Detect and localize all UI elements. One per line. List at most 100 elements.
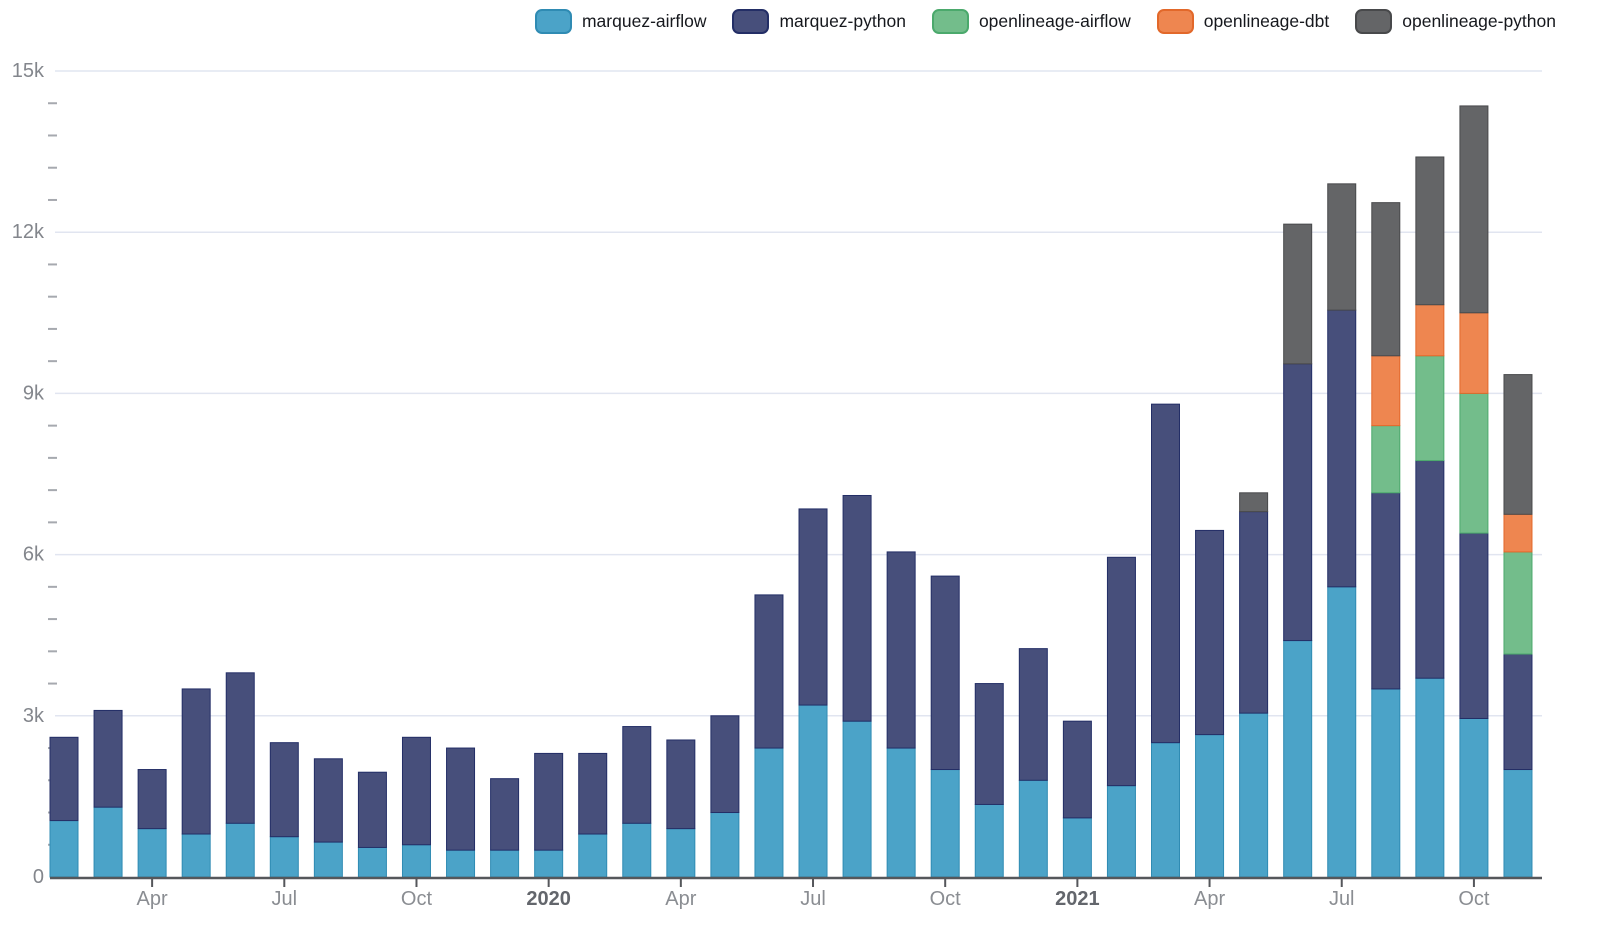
bar-segment-marquez-airflow[interactable] xyxy=(842,720,872,878)
bar-segment-marquez-airflow[interactable] xyxy=(1151,742,1180,878)
bar-segment-openlineage-dbt[interactable] xyxy=(1371,355,1401,427)
bar-segment-openlineage-python[interactable] xyxy=(1459,105,1489,314)
bar-segment-marquez-airflow[interactable] xyxy=(49,820,79,878)
legend-swatch-icon xyxy=(732,9,770,34)
bar-segment-marquez-python[interactable] xyxy=(622,726,652,824)
bar-segment-marquez-airflow[interactable] xyxy=(666,828,696,878)
bar-segment-marquez-airflow[interactable] xyxy=(1459,717,1489,878)
bar-segment-openlineage-airflow[interactable] xyxy=(1503,551,1533,655)
legend-label: openlineage-airflow xyxy=(978,11,1131,31)
bar-segment-openlineage-dbt[interactable] xyxy=(1459,312,1489,394)
legend-item-openlineage-python[interactable]: openlineage-python xyxy=(1355,9,1556,34)
bar-segment-marquez-airflow[interactable] xyxy=(754,747,784,878)
legend-item-marquez-airflow[interactable]: marquez-airflow xyxy=(534,9,706,34)
bar-segment-openlineage-python[interactable] xyxy=(1503,374,1533,515)
x-axis-label: Apr xyxy=(665,888,696,910)
bar-segment-marquez-airflow[interactable] xyxy=(1283,640,1313,878)
bar-segment-marquez-python[interactable] xyxy=(930,575,960,771)
bar-segment-marquez-python[interactable] xyxy=(181,688,211,835)
bar-segment-marquez-python[interactable] xyxy=(446,747,476,851)
bar-segment-marquez-python[interactable] xyxy=(313,758,343,843)
bar-segment-openlineage-python[interactable] xyxy=(1239,492,1269,513)
bar-segment-marquez-python[interactable] xyxy=(1459,532,1489,719)
legend-swatch-icon xyxy=(1355,9,1393,34)
bar-segment-marquez-airflow[interactable] xyxy=(930,769,960,878)
bar-segment-marquez-python[interactable] xyxy=(666,739,696,830)
bar-segment-marquez-python[interactable] xyxy=(1327,309,1357,588)
bar-segment-openlineage-python[interactable] xyxy=(1283,223,1313,365)
bar-segment-marquez-airflow[interactable] xyxy=(534,849,564,878)
bar-segment-marquez-python[interactable] xyxy=(1062,720,1092,819)
bar-segment-marquez-airflow[interactable] xyxy=(269,836,299,878)
bar-segment-marquez-python[interactable] xyxy=(1371,492,1401,690)
bar-segment-marquez-airflow[interactable] xyxy=(1106,785,1136,878)
bar-segment-marquez-python[interactable] xyxy=(534,752,564,851)
bar-segment-marquez-airflow[interactable] xyxy=(578,833,608,878)
bar-segment-marquez-python[interactable] xyxy=(1106,556,1136,787)
x-axis-label: Oct xyxy=(401,888,433,910)
bar-segment-marquez-airflow[interactable] xyxy=(357,846,387,878)
bar-segment-marquez-python[interactable] xyxy=(1018,648,1048,781)
bar-segment-marquez-python[interactable] xyxy=(1151,403,1180,744)
bar-segment-marquez-airflow[interactable] xyxy=(622,822,652,878)
x-axis-label: Oct xyxy=(1458,888,1490,910)
bar-segment-marquez-python[interactable] xyxy=(269,742,299,838)
bar-segment-marquez-airflow[interactable] xyxy=(1239,712,1269,878)
bar-segment-openlineage-python[interactable] xyxy=(1415,156,1445,306)
bar-segment-openlineage-airflow[interactable] xyxy=(1371,425,1401,494)
bar-segment-marquez-python[interactable] xyxy=(137,769,167,830)
bar-segment-marquez-airflow[interactable] xyxy=(225,822,255,878)
bar-segment-marquez-airflow[interactable] xyxy=(974,803,1004,878)
bar-segment-marquez-airflow[interactable] xyxy=(710,812,740,878)
bar-segment-marquez-python[interactable] xyxy=(49,736,79,822)
bar-segment-marquez-airflow[interactable] xyxy=(1415,677,1445,878)
bar-segment-marquez-airflow[interactable] xyxy=(313,841,343,878)
bar-segment-marquez-airflow[interactable] xyxy=(1371,688,1401,878)
legend-item-openlineage-dbt[interactable]: openlineage-dbt xyxy=(1156,9,1329,34)
bar-segment-openlineage-dbt[interactable] xyxy=(1503,513,1533,553)
bar-segment-marquez-python[interactable] xyxy=(710,715,740,814)
bar-segment-marquez-python[interactable] xyxy=(798,508,828,706)
bar-segment-marquez-python[interactable] xyxy=(1195,529,1225,736)
bar-segment-marquez-airflow[interactable] xyxy=(401,844,431,878)
bar-segment-openlineage-airflow[interactable] xyxy=(1459,392,1489,534)
bar-segment-openlineage-python[interactable] xyxy=(1371,202,1401,357)
bar-segment-marquez-airflow[interactable] xyxy=(798,704,828,878)
bar-segment-marquez-airflow[interactable] xyxy=(1018,779,1048,878)
legend-item-marquez-python[interactable]: marquez-python xyxy=(732,9,906,34)
bar-segment-marquez-airflow[interactable] xyxy=(1327,586,1357,878)
bar-segment-marquez-python[interactable] xyxy=(225,672,255,824)
bar-segment-marquez-python[interactable] xyxy=(1283,363,1313,642)
y-axis-label: 9k xyxy=(23,382,45,404)
bar-segment-marquez-python[interactable] xyxy=(754,594,784,749)
bar-segment-marquez-airflow[interactable] xyxy=(446,849,476,878)
bar-segment-marquez-python[interactable] xyxy=(886,551,916,749)
bar-segment-marquez-airflow[interactable] xyxy=(137,828,167,878)
bar-segment-marquez-python[interactable] xyxy=(1503,653,1533,771)
bar-segment-marquez-python[interactable] xyxy=(401,736,431,846)
bar-segment-marquez-python[interactable] xyxy=(357,771,387,848)
bar-segment-marquez-airflow[interactable] xyxy=(93,806,123,878)
bar-segment-marquez-airflow[interactable] xyxy=(181,833,211,878)
legend-item-openlineage-airflow[interactable]: openlineage-airflow xyxy=(931,9,1131,34)
bar-segment-marquez-python[interactable] xyxy=(842,494,872,722)
bar-segment-marquez-python[interactable] xyxy=(490,778,520,851)
x-axis-label: Jul xyxy=(1329,888,1355,910)
bar-segment-marquez-airflow[interactable] xyxy=(886,747,916,878)
bar-segment-openlineage-airflow[interactable] xyxy=(1415,355,1445,462)
bar-segment-marquez-python[interactable] xyxy=(1239,511,1269,714)
bar-segment-openlineage-dbt[interactable] xyxy=(1415,304,1445,357)
bar-segment-marquez-python[interactable] xyxy=(974,683,1004,805)
legend: marquez-airflow marquez-python openlineage… xyxy=(534,9,1556,34)
bar-segment-marquez-airflow[interactable] xyxy=(1062,817,1092,878)
bar-segment-marquez-airflow[interactable] xyxy=(490,849,520,878)
bar-segment-marquez-python[interactable] xyxy=(578,752,608,835)
legend-swatch-icon xyxy=(534,9,572,34)
bar-segment-marquez-airflow[interactable] xyxy=(1195,734,1225,878)
bar-segment-marquez-python[interactable] xyxy=(93,709,123,808)
bar-segment-marquez-python[interactable] xyxy=(1415,460,1445,679)
bar-segment-openlineage-python[interactable] xyxy=(1327,183,1357,311)
bar-segment-marquez-airflow[interactable] xyxy=(1503,769,1533,878)
